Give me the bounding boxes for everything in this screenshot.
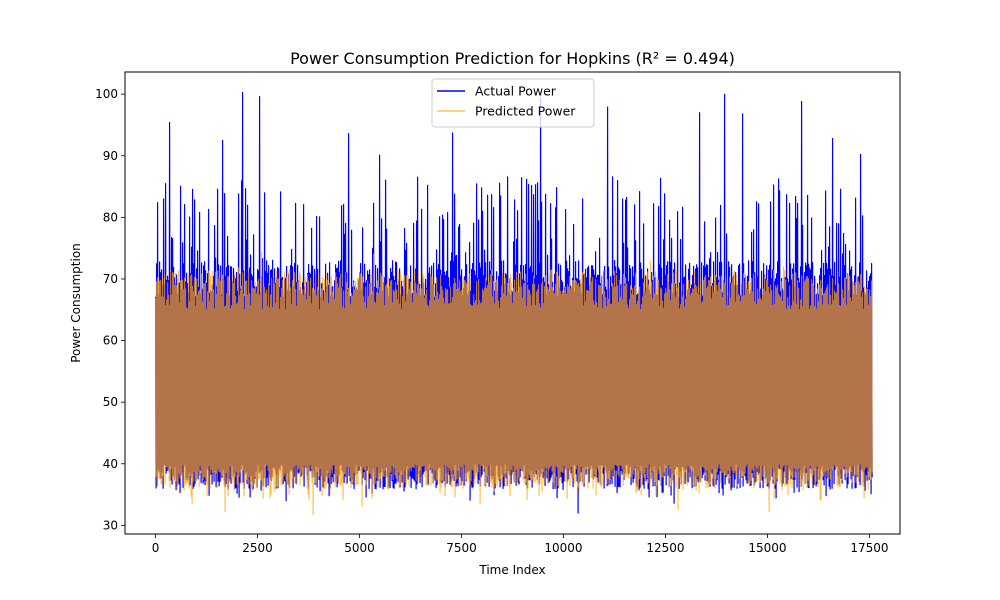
x-tick-label: 0 bbox=[152, 541, 160, 555]
x-tick-label: 2500 bbox=[242, 541, 273, 555]
y-axis: 30 40 50 60 70 80 90 100 bbox=[95, 87, 125, 532]
x-tick-label: 7500 bbox=[446, 541, 477, 555]
legend-label-actual-power: Actual Power bbox=[475, 84, 557, 99]
x-axis: 0 2500 5000 7500 10000 12500 15000 17500 bbox=[152, 534, 889, 555]
x-tick-label: 5000 bbox=[344, 541, 375, 555]
y-tick-label: 30 bbox=[103, 518, 118, 532]
plot-lines bbox=[154, 91, 873, 516]
series-line-predicted-power bbox=[154, 251, 873, 516]
y-axis-title: Power Consumption bbox=[69, 243, 83, 363]
chart-title: Power Consumption Prediction for Hopkins… bbox=[290, 49, 735, 68]
legend: Actual Power Predicted Power bbox=[431, 78, 595, 128]
legend-box bbox=[431, 78, 595, 128]
x-axis-title: Time Index bbox=[478, 563, 545, 577]
y-tick-label: 50 bbox=[103, 395, 118, 409]
plot-frame bbox=[124, 71, 901, 535]
y-tick-label: 60 bbox=[103, 334, 118, 348]
x-tick-label: 15000 bbox=[748, 541, 786, 555]
y-tick-label: 40 bbox=[103, 457, 118, 471]
x-tick-label: 17500 bbox=[850, 541, 888, 555]
y-tick-label: 80 bbox=[103, 210, 118, 224]
y-tick-label: 100 bbox=[95, 87, 118, 101]
y-tick-label: 90 bbox=[103, 149, 118, 163]
legend-label-predicted-power: Predicted Power bbox=[475, 104, 576, 119]
x-tick-label: 12500 bbox=[646, 541, 684, 555]
x-tick-label: 10000 bbox=[544, 541, 582, 555]
y-tick-label: 70 bbox=[103, 272, 118, 286]
